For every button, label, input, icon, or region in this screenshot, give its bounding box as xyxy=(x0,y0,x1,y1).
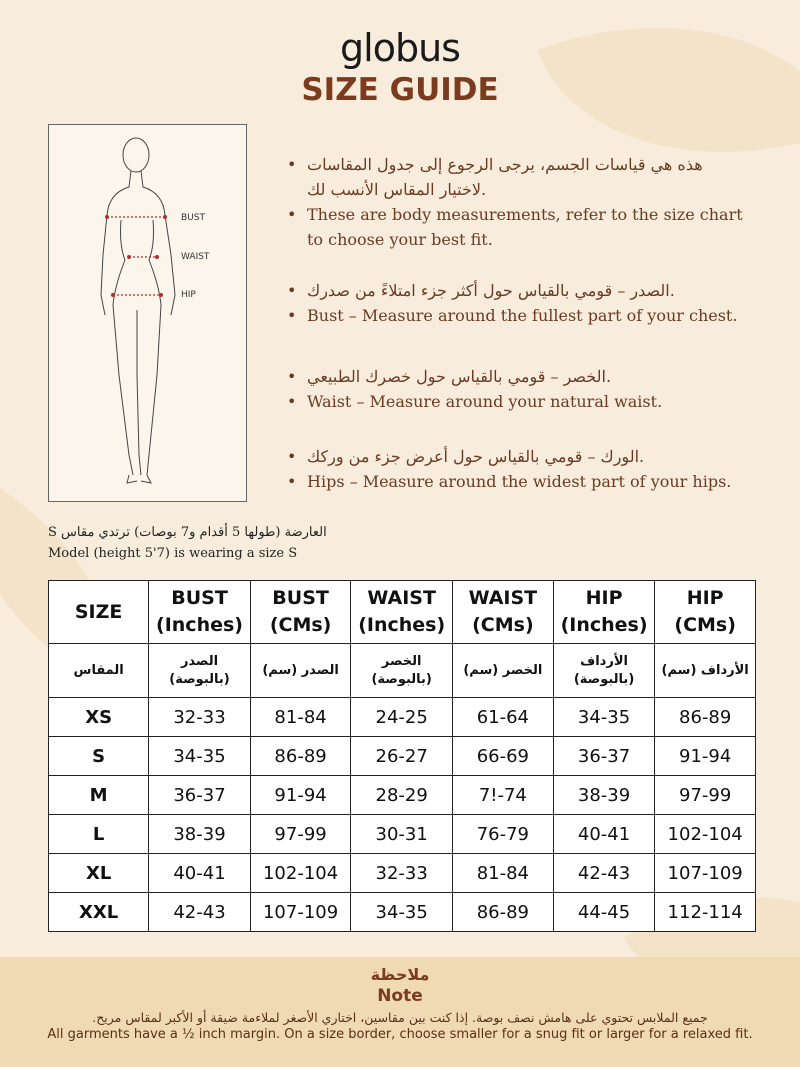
measurement-instructions: هذه هي قياسات الجسم، يرجى الرجوع إلى جدو… xyxy=(287,152,747,520)
model-info-en: Model (height 5'7) is wearing a size S xyxy=(48,546,298,561)
hip-label: HIP xyxy=(181,290,196,300)
measurement-cell: 34-35 xyxy=(350,892,453,932)
measurement-cell: 30-31 xyxy=(350,814,453,854)
measurement-cell: 91-94 xyxy=(249,775,352,815)
waist-label: WAIST xyxy=(181,252,210,262)
measurement-cell: 97-99 xyxy=(249,814,352,854)
instruction-ar: الخصر – قومي بالقياس حول خصرك الطبيعي. xyxy=(287,364,747,389)
measurement-cell: 86-89 xyxy=(249,736,352,776)
size-cell: XS xyxy=(47,697,150,737)
measurement-cell: 36-37 xyxy=(148,775,251,815)
column-header: WAIST (CMs) xyxy=(451,580,554,644)
measurement-cell: 107-109 xyxy=(654,853,756,893)
instruction-ar: الصدر – قومي بالقياس حول أكثر جزء امتلاء… xyxy=(287,278,747,303)
column-header-arabic: الصدر (سم) xyxy=(249,643,352,698)
measurement-cell: 40-41 xyxy=(148,853,251,893)
instruction-en: Waist – Measure around your natural wais… xyxy=(287,389,747,414)
measurement-cell: 107-109 xyxy=(249,892,352,932)
measurement-cell: 42-43 xyxy=(552,853,656,893)
column-header: HIP (Inches) xyxy=(552,580,656,644)
size-chart-table: SIZE BUST (Inches) BUST (CMs) WAIST (Inches… xyxy=(47,580,756,932)
measurement-cell: 86-89 xyxy=(654,697,756,737)
measurement-cell: 44-45 xyxy=(552,892,656,932)
measurement-cell: 66-69 xyxy=(451,736,554,776)
measurement-cell: 42-43 xyxy=(148,892,251,932)
column-header-arabic: الأرداف (سم) xyxy=(654,643,756,698)
column-header: SIZE xyxy=(47,580,150,644)
table-row: XS 32-33 81-84 24-25 61-64 34-35 86-89 xyxy=(47,697,756,737)
measurement-cell: 34-35 xyxy=(552,697,656,737)
brand-logo: globus xyxy=(340,26,461,70)
measurement-cell: 28-29 xyxy=(350,775,453,815)
measurement-cell: 40-41 xyxy=(552,814,656,854)
column-header: BUST (CMs) xyxy=(249,580,352,644)
model-info-ar: العارضة (طولها 5 أقدام و7 بوصات) ترتدي م… xyxy=(48,525,327,540)
note-text-ar: جميع الملابس تحتوي على هامش نصف بوصة. إذ… xyxy=(92,1010,708,1025)
size-cell: M xyxy=(47,775,150,815)
column-header: WAIST (Inches) xyxy=(350,580,453,644)
instruction-en: These are body measurements, refer to th… xyxy=(287,202,747,252)
measurement-cell: 102-104 xyxy=(249,853,352,893)
measurement-cell: 97-99 xyxy=(654,775,756,815)
note-text-en: All garments have a ½ inch margin. On a … xyxy=(47,1027,753,1042)
column-header: BUST (Inches) xyxy=(148,580,251,644)
measurement-cell: 86-89 xyxy=(451,892,554,932)
measurement-cell: 7!-74 xyxy=(451,775,554,815)
size-cell: XL xyxy=(47,853,150,893)
measurement-cell: 76-79 xyxy=(451,814,554,854)
page-title: SIZE GUIDE xyxy=(301,72,499,108)
column-header-arabic: الصدر (بالبوصة) xyxy=(148,643,251,698)
column-header-arabic: الخصر (بالبوصة) xyxy=(350,643,453,698)
column-header: HIP (CMs) xyxy=(654,580,756,644)
measurement-cell: 32-33 xyxy=(350,853,453,893)
body-figure-illustration: BUST WAIST HIP xyxy=(48,124,247,502)
measurement-cell: 36-37 xyxy=(552,736,656,776)
measurement-cell: 81-84 xyxy=(249,697,352,737)
measurement-cell: 102-104 xyxy=(654,814,756,854)
measurement-cell: 112-114 xyxy=(654,892,756,932)
table-row: XXL 42-43 107-109 34-35 86-89 44-45 112-114 xyxy=(47,892,756,932)
measurement-cell: 38-39 xyxy=(148,814,251,854)
measurement-cell: 26-27 xyxy=(350,736,453,776)
column-header-arabic: الخصر (سم) xyxy=(451,643,554,698)
table-row: XL 40-41 102-104 32-33 81-84 42-43 107-109 xyxy=(47,853,756,893)
note-section: ملاحظة Note جميع الملابس تحتوي على هامش … xyxy=(0,957,800,1067)
table-header-row: SIZE BUST (Inches) BUST (CMs) WAIST (Inches… xyxy=(47,580,756,644)
model-info: العارضة (طولها 5 أقدام و7 بوصات) ترتدي م… xyxy=(48,522,327,564)
measurement-cell: 38-39 xyxy=(552,775,656,815)
table-row: M 36-37 91-94 28-29 7!-74 38-39 97-99 xyxy=(47,775,756,815)
measurement-cell: 81-84 xyxy=(451,853,554,893)
instruction-en: Bust – Measure around the fullest part o… xyxy=(287,303,747,328)
measurement-cell: 32-33 xyxy=(148,697,251,737)
instruction-en: Hips – Measure around the widest part of… xyxy=(287,469,747,494)
instruction-ar: هذه هي قياسات الجسم، يرجى الرجوع إلى جدو… xyxy=(287,152,747,202)
table-row: L 38-39 97-99 30-31 76-79 40-41 102-104 xyxy=(47,814,756,854)
size-cell: XXL xyxy=(47,892,150,932)
measurement-cell: 34-35 xyxy=(148,736,251,776)
table-header-row-arabic: المقاس الصدر (بالبوصة) الصدر (سم) الخصر (با… xyxy=(47,643,756,698)
instruction-ar: الورك – قومي بالقياس حول أعرض جزء من ورك… xyxy=(287,444,747,469)
column-header-arabic: المقاس xyxy=(47,643,150,698)
note-title-ar: ملاحظة xyxy=(370,965,430,984)
column-header-arabic: الأرداف (بالبوصة) xyxy=(552,643,656,698)
bust-label: BUST xyxy=(181,213,205,223)
body-outline-icon xyxy=(100,137,176,484)
measurement-cell: 61-64 xyxy=(451,697,554,737)
measurement-cell: 24-25 xyxy=(350,697,453,737)
note-title-en: Note xyxy=(377,986,423,1006)
size-cell: L xyxy=(47,814,150,854)
table-row: S 34-35 86-89 26-27 66-69 36-37 91-94 xyxy=(47,736,756,776)
measurement-cell: 91-94 xyxy=(654,736,756,776)
size-cell: S xyxy=(47,736,150,776)
